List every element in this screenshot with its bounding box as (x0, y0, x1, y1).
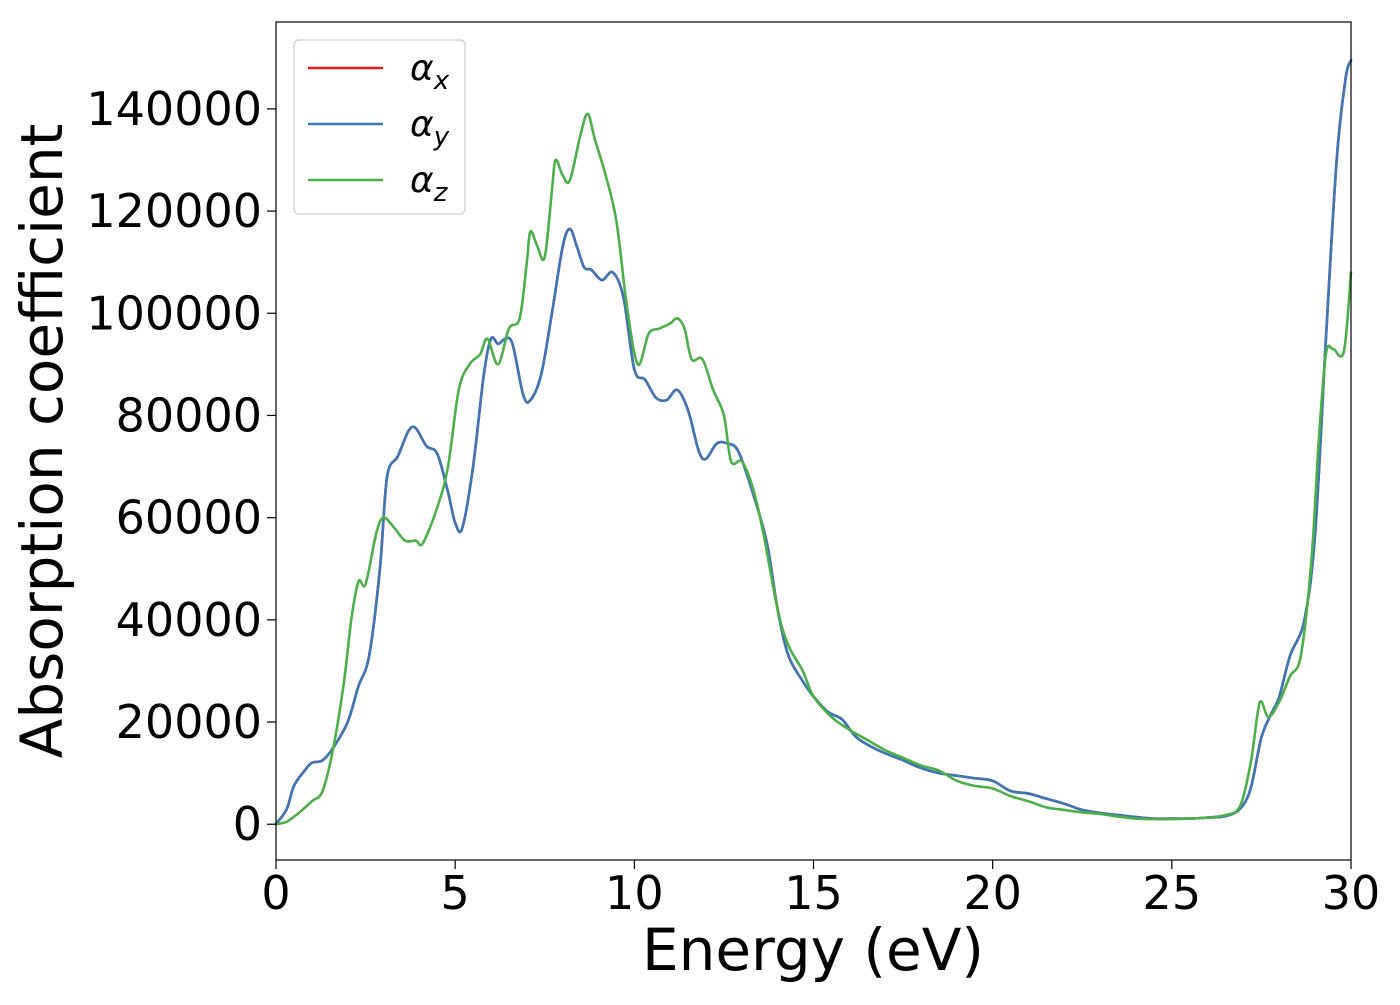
legend-label-2: αy (410, 104, 450, 152)
series-line-3 (274, 112, 1353, 826)
y-axis-ticks: 0 20000 40000 60000 80000 100000 120000 140000 (86, 82, 276, 851)
y-tick-label: 40000 (116, 593, 262, 647)
y-tick-label: 120000 (86, 184, 262, 238)
x-tick-label: 10 (605, 866, 664, 920)
x-tick-label: 0 (261, 866, 290, 920)
legend-subscript-1: x (433, 66, 450, 96)
x-axis-ticks: 0 5 10 15 20 25 30 (261, 860, 1380, 920)
x-tick-label: 15 (784, 866, 843, 920)
legend-box (293, 39, 466, 215)
x-tick-label: 30 (1322, 866, 1381, 920)
legend-subscript-2: y (433, 122, 450, 152)
x-axis-label: Energy (eV) (642, 916, 984, 984)
y-axis-label: Absorption coefficient (8, 124, 76, 759)
y-tick-label: 100000 (86, 286, 262, 340)
x-tick-label: 20 (963, 866, 1022, 920)
series-layer (274, 59, 1353, 826)
x-tick-label: 5 (441, 866, 470, 920)
y-tick-label: 0 (233, 797, 262, 851)
y-tick-label: 80000 (116, 388, 262, 442)
y-tick-label: 140000 (86, 82, 262, 136)
legend-subscript-3: z (433, 178, 449, 208)
y-tick-label: 20000 (116, 695, 262, 749)
y-tick-label: 60000 (116, 491, 262, 545)
x-tick-label: 25 (1143, 866, 1202, 920)
